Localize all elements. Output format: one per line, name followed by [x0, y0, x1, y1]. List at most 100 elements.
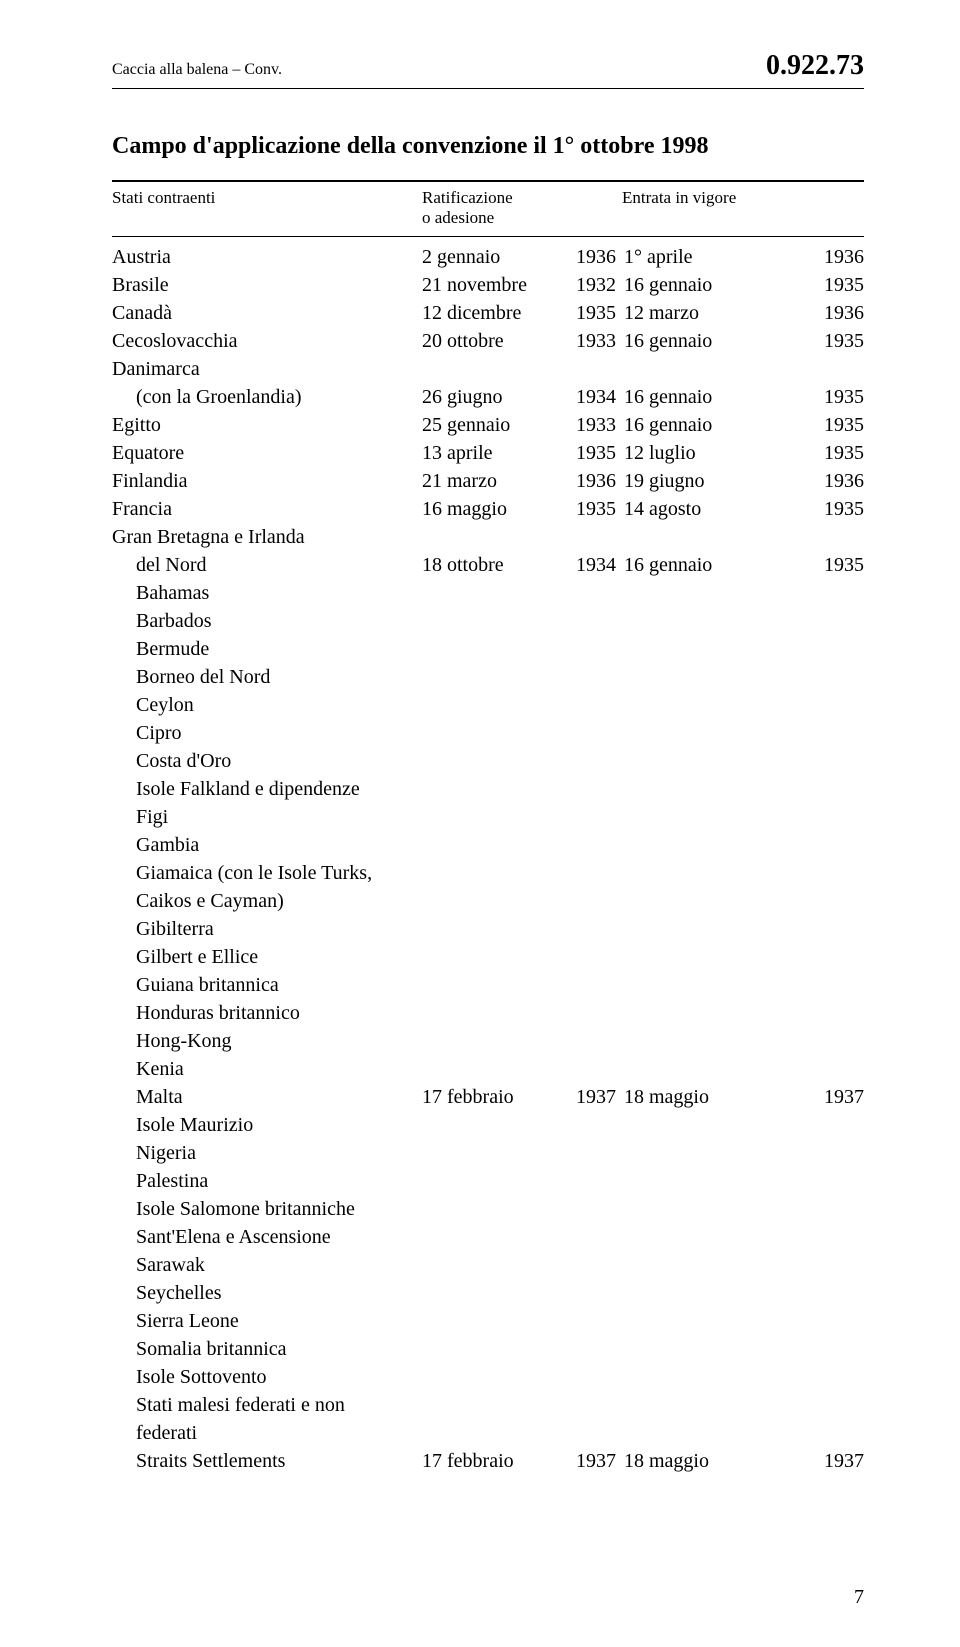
table-row: Kenia [112, 1055, 864, 1083]
cell-ratif-date [422, 1027, 552, 1055]
cell-entry-date [624, 831, 754, 859]
cell-state: Isole Sottovento [112, 1363, 422, 1391]
cell-entry-date [624, 719, 754, 747]
page-number: 7 [854, 1586, 864, 1609]
table-row: Bahamas [112, 579, 864, 607]
cell-state: Danimarca [112, 355, 422, 383]
cell-entry-year [754, 663, 864, 691]
table-row: Cipro [112, 719, 864, 747]
cell-state: Giamaica (con le Isole Turks, [112, 859, 422, 887]
cell-state: Honduras britannico [112, 999, 422, 1027]
table-row: Gibilterra [112, 915, 864, 943]
cell-ratif-date [422, 887, 552, 915]
cell-ratif-date [422, 775, 552, 803]
cell-ratif-year [552, 1307, 624, 1335]
cell-ratif-date [422, 691, 552, 719]
cell-entry-date [624, 943, 754, 971]
cell-state: Gambia [112, 831, 422, 859]
cell-entry-year: 1937 [754, 1083, 864, 1111]
cell-entry-date [624, 635, 754, 663]
table-row: Honduras britannico [112, 999, 864, 1027]
table-row: Caikos e Cayman) [112, 887, 864, 915]
cell-state: Bahamas [112, 579, 422, 607]
cell-entry-date: 16 gennaio [624, 551, 754, 579]
cell-ratif-year [552, 859, 624, 887]
cell-ratif-year [552, 1195, 624, 1223]
cell-entry-year: 1935 [754, 383, 864, 411]
cell-ratif-year [552, 831, 624, 859]
cell-entry-date [624, 1391, 754, 1419]
cell-ratif-year [552, 1391, 624, 1419]
table-row: del Nord18 ottobre193416 gennaio1935 [112, 551, 864, 579]
header-right: 0.922.73 [766, 50, 864, 82]
cell-entry-date: 18 maggio [624, 1083, 754, 1111]
table-row: Barbados [112, 607, 864, 635]
table-row: Somalia britannica [112, 1335, 864, 1363]
cell-ratif-date [422, 719, 552, 747]
cell-state: Costa d'Oro [112, 747, 422, 775]
cell-entry-year [754, 1419, 864, 1447]
cell-ratif-year: 1935 [552, 299, 624, 327]
cell-entry-date: 18 maggio [624, 1447, 754, 1475]
cell-ratif-year [552, 355, 624, 383]
cell-entry-year [754, 1363, 864, 1391]
cell-ratif-year: 1932 [552, 271, 624, 299]
cell-entry-year: 1935 [754, 271, 864, 299]
cell-ratif-year [552, 747, 624, 775]
cell-ratif-date [422, 1139, 552, 1167]
cell-ratif-year [552, 943, 624, 971]
cell-ratif-date [422, 1251, 552, 1279]
cell-ratif-date [422, 803, 552, 831]
cell-state: Isole Salomone britanniche [112, 1195, 422, 1223]
cell-entry-year [754, 1167, 864, 1195]
cell-entry-year: 1937 [754, 1447, 864, 1475]
table-row: Austria 2 gennaio1936 1° aprile1936 [112, 243, 864, 271]
cell-ratif-date [422, 355, 552, 383]
cell-ratif-year [552, 1335, 624, 1363]
cell-ratif-year [552, 1055, 624, 1083]
cell-entry-date: 16 gennaio [624, 327, 754, 355]
cell-ratif-year [552, 1167, 624, 1195]
cell-entry-date [624, 971, 754, 999]
table-row: Equatore13 aprile193512 luglio1935 [112, 439, 864, 467]
cell-ratif-date [422, 1195, 552, 1223]
table-row: Gran Bretagna e Irlanda [112, 523, 864, 551]
cell-ratif-date [422, 1307, 552, 1335]
cell-state: Stati malesi federati e non [112, 1391, 422, 1419]
cell-entry-date: 19 giugno [624, 467, 754, 495]
cell-state: Borneo del Nord [112, 663, 422, 691]
cell-state: Austria [112, 243, 422, 271]
cell-state: Isole Maurizio [112, 1111, 422, 1139]
cell-state: Palestina [112, 1167, 422, 1195]
cell-ratif-year [552, 663, 624, 691]
table-row: Stati malesi federati e non [112, 1391, 864, 1419]
cell-ratif-date: 12 dicembre [422, 299, 552, 327]
table-row: Brasile21 novembre193216 gennaio1935 [112, 271, 864, 299]
table-row: federati [112, 1419, 864, 1447]
table-row: Cecoslovacchia20 ottobre193316 gennaio19… [112, 327, 864, 355]
cell-entry-year [754, 859, 864, 887]
cell-entry-date [624, 1335, 754, 1363]
cell-entry-year [754, 1279, 864, 1307]
cell-entry-date [624, 887, 754, 915]
table-row: Guiana britannica [112, 971, 864, 999]
cell-state: Guiana britannica [112, 971, 422, 999]
cell-ratif-year [552, 1223, 624, 1251]
table-row: Canadà12 dicembre193512 marzo1936 [112, 299, 864, 327]
cell-entry-date: 1° aprile [624, 243, 754, 271]
table-row: Finlandia21 marzo193619 giugno1936 [112, 467, 864, 495]
cell-state: Seychelles [112, 1279, 422, 1307]
cell-entry-year [754, 831, 864, 859]
cell-state: Caikos e Cayman) [112, 887, 422, 915]
cell-ratif-date [422, 1055, 552, 1083]
cell-state: Bermude [112, 635, 422, 663]
cell-entry-year: 1935 [754, 551, 864, 579]
table-row: Ceylon [112, 691, 864, 719]
cell-ratif-date [422, 1167, 552, 1195]
cell-entry-year [754, 1251, 864, 1279]
table-row: Nigeria [112, 1139, 864, 1167]
cell-entry-year [754, 1055, 864, 1083]
cell-ratif-year [552, 971, 624, 999]
cell-ratif-year [552, 887, 624, 915]
cell-ratif-year [552, 803, 624, 831]
